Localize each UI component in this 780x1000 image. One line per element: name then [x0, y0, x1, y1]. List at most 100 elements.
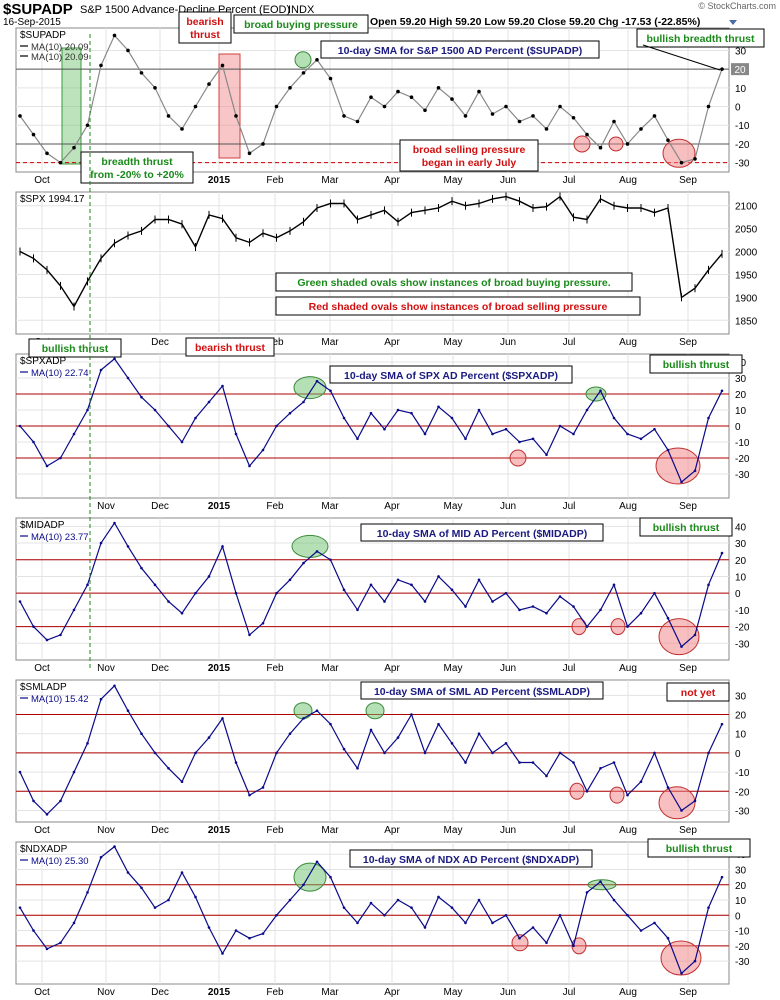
chart-title: 10-day SMA of NDX AD Percent ($NDXADP) [363, 854, 579, 866]
x-tick-label: Nov [97, 825, 115, 836]
data-point [436, 86, 441, 90]
note-bearish-thrust [178, 11, 232, 44]
x-tick-label: Sep [679, 175, 697, 186]
data-point [612, 761, 616, 764]
data-point [99, 63, 103, 68]
x-tick-label: Sep [679, 337, 697, 348]
note-bearish-thrust-text: thrust [190, 29, 220, 41]
x-tick-label: Dec [151, 663, 169, 674]
data-point [504, 742, 508, 745]
data-point [464, 605, 467, 608]
y-tick-label: 10 [735, 730, 747, 741]
data-point [153, 408, 157, 412]
data-point [85, 123, 90, 128]
data-point [207, 575, 211, 578]
data-point [72, 145, 76, 150]
y-tick-label: 30 [735, 865, 747, 876]
data-point [585, 789, 589, 793]
data-point [126, 871, 130, 874]
x-tick-label: Dec [151, 825, 169, 836]
data-point [59, 633, 62, 637]
x-tick-label: Jun [500, 175, 516, 186]
x-tick-label: Jun [500, 663, 516, 674]
data-point [329, 389, 332, 393]
data-point [423, 926, 427, 929]
data-point [32, 799, 35, 803]
x-tick-label: Apr [384, 501, 400, 512]
data-point [329, 722, 332, 726]
x-tick-label: Feb [266, 663, 284, 674]
data-point [558, 104, 562, 109]
data-point [220, 63, 225, 68]
data-point [18, 600, 22, 603]
note-bullish-thrust-right [649, 354, 743, 374]
selling-pressure-oval [655, 447, 701, 485]
data-point [585, 625, 589, 628]
data-point [167, 898, 170, 902]
data-point [464, 437, 467, 441]
y-tick-label: 30 [735, 539, 747, 550]
data-point [139, 71, 144, 75]
data-point [288, 578, 292, 582]
data-point [248, 464, 251, 468]
chart-title-box [329, 365, 573, 384]
legend-symbol: $SPXADP [20, 356, 66, 367]
data-point [477, 732, 481, 736]
data-point [315, 550, 319, 553]
data-point [720, 67, 724, 71]
data-point [369, 583, 373, 587]
data-point [423, 600, 427, 603]
data-point [410, 713, 413, 716]
legend-entry: MA(10) 23.77 [31, 532, 89, 543]
note-bearish-thrust-text: bearish thrust [195, 342, 266, 354]
data-point [464, 761, 467, 764]
x-tick-label: Mar [321, 175, 339, 186]
data-point [450, 416, 454, 420]
data-point [315, 57, 319, 62]
note-green-ovals-text: Green shaded ovals show instances of bro… [297, 277, 610, 289]
note-bullish-breadth-thrust [636, 28, 765, 48]
legend-symbol: $SPX 1994.17 [20, 194, 85, 205]
data-point [423, 108, 427, 113]
data-point [585, 891, 589, 894]
data-point [180, 440, 184, 444]
data-point [194, 416, 197, 420]
y-tick-label: -10 [735, 606, 750, 617]
bearish-thrust-shade [218, 53, 241, 159]
data-point [99, 697, 103, 701]
data-point [126, 48, 130, 53]
data-point [491, 432, 494, 436]
data-point [572, 432, 575, 436]
chart-title-box [349, 849, 593, 868]
x-tick-label: Apr [384, 337, 400, 348]
y-tick-label: -10 [735, 438, 750, 449]
data-point [72, 432, 76, 436]
selling-pressure-oval [658, 618, 700, 656]
data-point [369, 95, 373, 99]
data-point [572, 605, 575, 608]
legend-symbol: $NDXADP [20, 844, 68, 855]
data-point [612, 119, 616, 124]
data-point [356, 766, 359, 770]
y-tick-label: 20 [735, 711, 747, 722]
data-point [18, 906, 22, 909]
legend-symbol: $MIDADP [20, 520, 65, 531]
data-point [342, 114, 346, 118]
y-tick-label: -10 [735, 121, 750, 132]
y-tick-label: 30 [735, 374, 747, 385]
data-point [639, 780, 643, 784]
data-point [558, 751, 562, 755]
x-tick-label: 2015 [208, 501, 231, 512]
x-tick-label: Nov [97, 663, 115, 674]
x-tick-label: May [444, 825, 463, 836]
data-point [18, 114, 22, 118]
data-point [86, 891, 89, 894]
y-tick-label: -30 [735, 639, 750, 650]
data-point [383, 913, 386, 917]
data-point [355, 119, 360, 124]
data-point [585, 408, 589, 412]
data-point [356, 921, 359, 925]
data-point [396, 578, 400, 582]
data-point [396, 408, 400, 412]
data-point [626, 432, 629, 436]
